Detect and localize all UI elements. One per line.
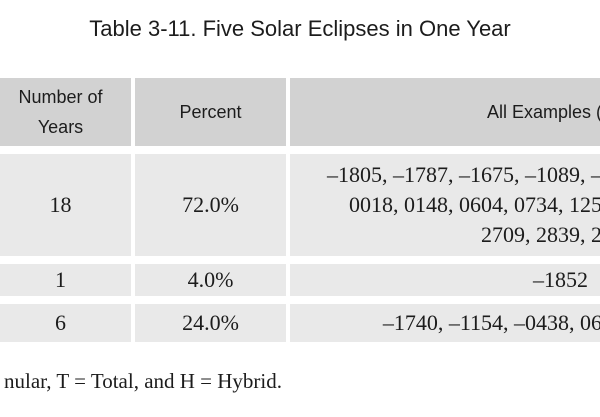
cell-all-examples: –1740, –1154, –0438, 06 xyxy=(290,304,600,342)
eclipse-table: Number of Years Percent All Examples ( 1… xyxy=(0,78,600,350)
cell-percent: 24.0% xyxy=(135,304,286,342)
examples-line: –1805, –1787, –1675, –1089, – xyxy=(327,162,600,187)
col-header-all-examples: All Examples ( xyxy=(290,78,600,146)
examples-line: –1740, –1154, –0438, 06 xyxy=(382,310,600,335)
table-row: 1 4.0% –1852 xyxy=(0,264,600,296)
footnote: nular, T = Total, and H = Hybrid. xyxy=(4,369,283,393)
cell-all-examples: –1805, –1787, –1675, –1089, – 0018, 0148,… xyxy=(290,154,600,256)
table-title: Table 3-11. Five Solar Eclipses in One Y… xyxy=(89,16,511,41)
cell-number-of-years: 1 xyxy=(0,264,131,296)
cell-all-examples: –1852 xyxy=(290,264,600,296)
table-row: 6 24.0% –1740, –1154, –0438, 06 xyxy=(0,304,600,342)
cell-number-of-years: 6 xyxy=(0,304,131,342)
cell-percent: 4.0% xyxy=(135,264,286,296)
table-body: 18 72.0% –1805, –1787, –1675, –1089, – 0018… xyxy=(0,154,600,342)
col-header-number-of-years: Number of Years xyxy=(0,78,131,146)
cell-percent: 72.0% xyxy=(135,154,286,256)
examples-line: 0018, 0148, 0604, 0734, 125 xyxy=(349,192,600,217)
examples-line: –1852 xyxy=(533,267,588,292)
table-row: 18 72.0% –1805, –1787, –1675, –1089, – 0018… xyxy=(0,154,600,256)
examples-line: 2709, 2839, 2 xyxy=(481,222,600,247)
col-header-percent: Percent xyxy=(135,78,286,146)
cell-number-of-years: 18 xyxy=(0,154,131,256)
table-header-row: Number of Years Percent All Examples ( xyxy=(0,78,600,146)
